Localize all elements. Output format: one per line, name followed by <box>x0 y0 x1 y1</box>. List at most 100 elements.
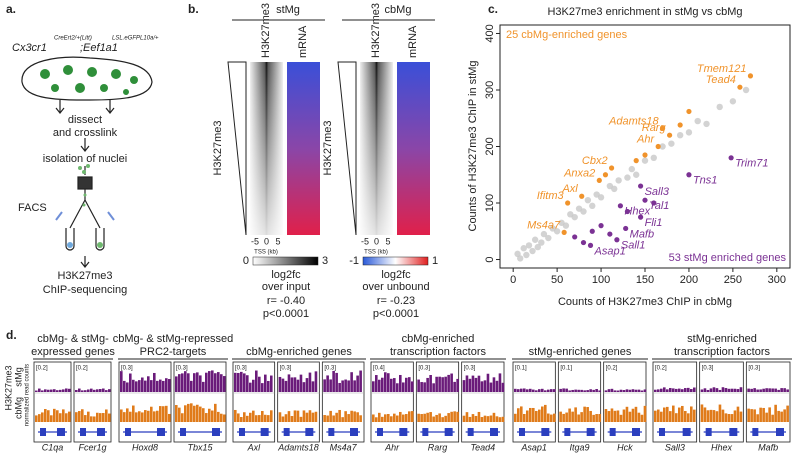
point <box>737 84 743 90</box>
signal-cbmg <box>156 410 159 422</box>
signal-stmg <box>411 381 414 392</box>
signal-cbmg <box>190 403 193 422</box>
point <box>589 202 596 210</box>
signal-cbmg <box>429 412 432 422</box>
signal-cbmg <box>93 416 96 422</box>
signal-cbmg <box>492 412 496 422</box>
gene-exon <box>776 428 784 436</box>
signal-cbmg <box>326 415 329 422</box>
signal-cbmg <box>780 411 783 422</box>
signal-stmg <box>278 376 282 392</box>
signal-cbmg <box>258 415 261 422</box>
point <box>529 247 536 255</box>
y-tick-label: 400 <box>484 24 496 42</box>
signal-cbmg <box>535 410 538 422</box>
signal-stmg <box>468 378 472 392</box>
point <box>580 239 587 246</box>
signal-cbmg <box>162 406 165 422</box>
signal-cbmg <box>135 412 138 422</box>
signal-stmg <box>703 388 707 392</box>
signal-stmg <box>108 389 111 392</box>
signal-cbmg <box>762 407 765 422</box>
signal-stmg <box>693 387 696 392</box>
signal-cbmg <box>589 410 592 422</box>
signal-stmg <box>727 388 731 392</box>
gene-exon <box>752 428 759 436</box>
signal-stmg <box>199 375 202 392</box>
point <box>703 120 710 128</box>
signal-cbmg <box>727 413 731 422</box>
step-label: H3K27me3 <box>57 270 112 282</box>
track-frame <box>461 361 505 443</box>
signal-stmg <box>290 377 294 392</box>
signal-stmg <box>153 372 156 392</box>
colorbar-label: over input <box>262 281 310 293</box>
point <box>523 251 530 259</box>
signal-cbmg <box>675 413 678 422</box>
signal-stmg <box>753 388 756 392</box>
gene-exon <box>305 428 314 436</box>
step-label: isolation of nuclei <box>43 153 127 165</box>
track-scale: [0.3] <box>121 366 133 372</box>
signal-cbmg <box>196 404 199 422</box>
signal-cbmg <box>102 413 105 422</box>
signal-cbmg <box>517 408 520 422</box>
track-frame <box>73 361 112 443</box>
track-scale: [0.1] <box>560 366 572 372</box>
signal-stmg <box>559 388 562 392</box>
signal-cbmg <box>474 415 478 422</box>
point <box>597 194 605 201</box>
signal-stmg <box>138 380 141 392</box>
signal-stmg <box>135 381 138 392</box>
point <box>650 154 657 162</box>
signal-cbmg <box>568 408 571 422</box>
signal-cbmg <box>739 411 743 422</box>
signal-cbmg <box>159 406 162 422</box>
point <box>623 225 629 232</box>
heatmap-title: cbMg <box>385 4 412 16</box>
signal-cbmg <box>132 405 135 422</box>
signal-cbmg <box>68 411 71 422</box>
x-tick-label: 150 <box>636 274 654 286</box>
track-scale: [0.3] <box>324 366 336 372</box>
signal-stmg <box>214 373 217 392</box>
track-scale: [0.1] <box>515 366 527 372</box>
point-label: Trim71 <box>735 158 768 170</box>
signal-stmg <box>663 387 666 392</box>
signal-stmg <box>675 388 678 392</box>
gene-name: Hoxd8 <box>132 442 158 452</box>
point <box>525 242 533 249</box>
signal-cbmg <box>281 416 285 422</box>
signal-cbmg <box>456 411 459 422</box>
signal-stmg <box>577 389 580 392</box>
signal-stmg <box>660 388 663 392</box>
signal-cbmg <box>264 414 267 422</box>
point <box>747 73 754 79</box>
signal-stmg <box>498 373 502 392</box>
signal-stmg <box>393 378 396 392</box>
signal-cbmg <box>462 415 466 422</box>
signal-cbmg <box>700 404 704 422</box>
signal-stmg <box>62 389 65 392</box>
point <box>651 200 657 206</box>
x-tick-label: 0 <box>374 236 379 246</box>
signal-stmg <box>102 388 105 392</box>
signal-stmg <box>243 373 246 392</box>
point <box>571 213 578 221</box>
signal-stmg <box>302 382 306 392</box>
signal-cbmg <box>643 405 647 422</box>
signal-stmg <box>132 379 135 392</box>
signal-cbmg <box>353 411 356 422</box>
signal-stmg <box>156 380 159 392</box>
track-frame <box>512 361 556 443</box>
group-title: cbMg- & stMg- <box>37 333 109 345</box>
signal-cbmg <box>489 415 493 422</box>
signal-cbmg <box>381 416 384 422</box>
heatmap-mrna <box>397 62 430 235</box>
signal-cbmg <box>375 417 378 422</box>
signal-cbmg <box>261 410 264 422</box>
point-label: Fli1 <box>645 217 663 229</box>
signal-cbmg <box>184 405 187 422</box>
gene-name: Axl <box>247 442 262 452</box>
point <box>580 208 587 215</box>
